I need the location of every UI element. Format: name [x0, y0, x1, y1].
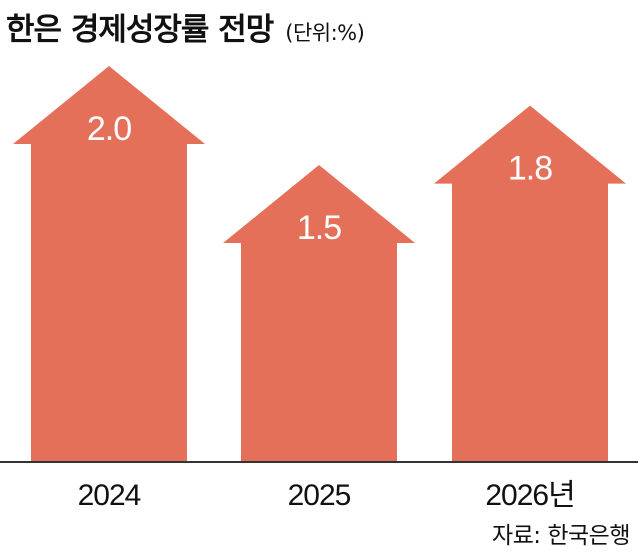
- value-label-2026년: 1.8: [508, 150, 552, 188]
- source-note: 자료: 한국은행: [491, 523, 631, 549]
- unit-label: (단위:%): [285, 21, 365, 45]
- category-label-2024: 2024: [78, 479, 141, 512]
- bar-arrow-2025: [223, 165, 415, 462]
- category-label-2026년: 2026년: [485, 479, 574, 512]
- chart-title: 한은 경제성장률 전망: [6, 12, 274, 48]
- value-label-2025: 1.5: [297, 209, 341, 247]
- bar-arrow-2026년: [434, 105, 626, 462]
- value-label-2024: 2.0: [87, 110, 131, 148]
- chart-title-group: 한은 경제성장률 전망 (단위:%): [6, 4, 365, 48]
- category-label-2025: 2025: [288, 479, 351, 512]
- bar-arrow-2024: [13, 66, 205, 462]
